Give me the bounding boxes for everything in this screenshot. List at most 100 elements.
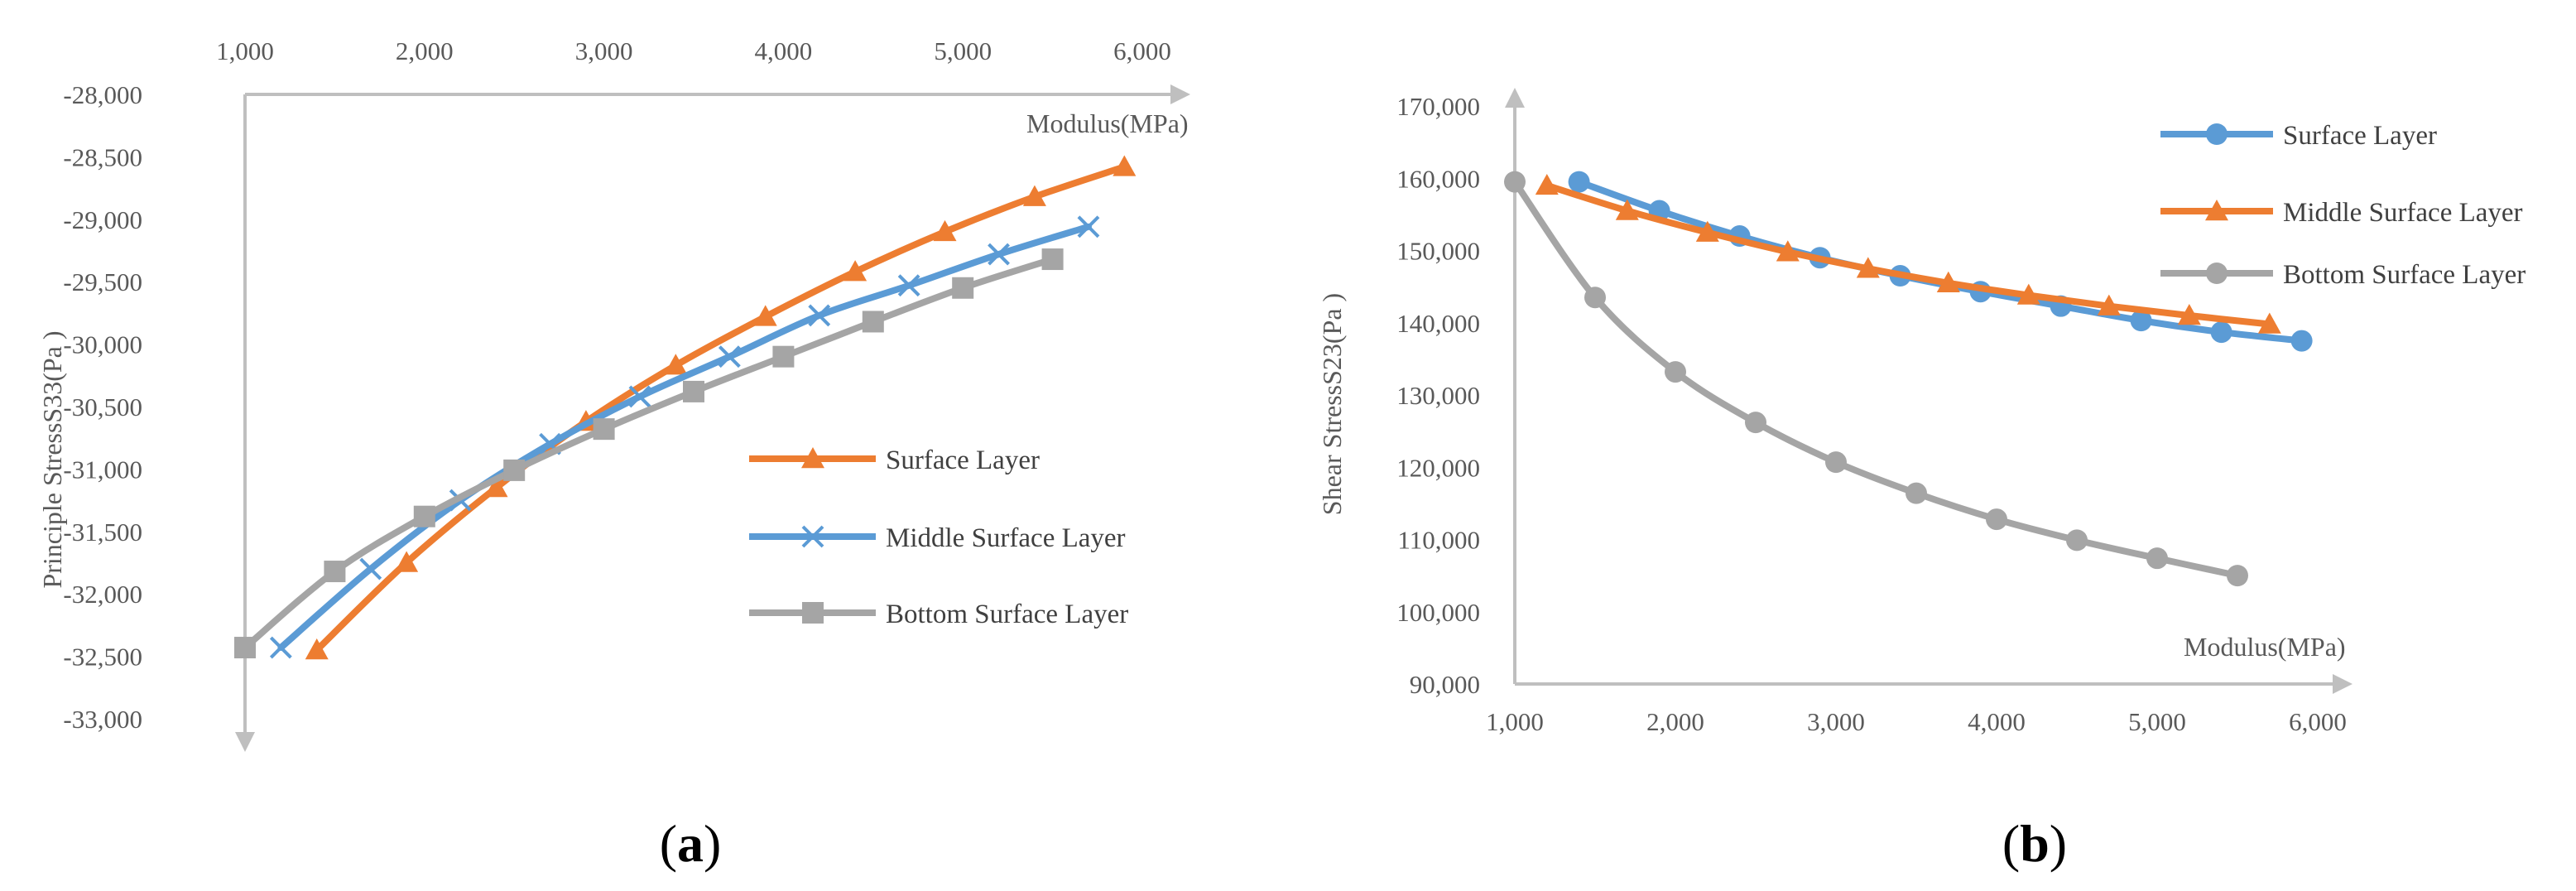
legend-label-bottom: Bottom Surface Layer	[886, 600, 1128, 629]
chart-a-data-point	[324, 561, 346, 583]
chart-b-y-ticks: 90,000 100,000 110,000 120,000 130,000 140,00…	[1396, 92, 1480, 699]
chart-a-data-point	[503, 459, 526, 481]
chart-b-data-point	[2066, 529, 2088, 551]
chart-a-data-point	[843, 260, 867, 282]
panel-label-a-open: (	[660, 814, 677, 873]
chart-b-data-point	[1936, 271, 1960, 292]
chart-b-x-tick-label: 3,000	[1807, 707, 1865, 736]
chart-a-data-point	[718, 345, 741, 368]
chart-a-data-point	[683, 380, 704, 402]
chart-b-legend-marker	[2206, 262, 2228, 284]
chart-a-y-tick-label: -29,500	[63, 267, 142, 296]
chart-b-data-point	[2016, 283, 2040, 305]
chart-b-series-1	[1535, 173, 2281, 334]
chart-a-data-point	[1113, 155, 1137, 176]
chart-a-x-axis-title: Modulus(MPa)	[1026, 108, 1189, 138]
panel-label-b-letter: b	[2020, 814, 2050, 873]
chart-b-data-point	[1584, 287, 1606, 309]
chart-b-y-tick-label: 170,000	[1396, 92, 1480, 121]
chart-a-y-tick-label: -28,000	[63, 80, 142, 109]
chart-b-legend: Surface Layer Middle Surface Layer Botto…	[2160, 121, 2526, 290]
chart-b-x-ticks: 1,000 2,000 3,000 4,000 5,000 6,000	[1486, 707, 2347, 736]
chart-a-series-line	[313, 163, 1128, 654]
chart-a-data-point	[484, 476, 508, 498]
chart-a-data-point	[1041, 248, 1064, 271]
chart-b-data-point	[1906, 482, 1927, 504]
panel-label-a: (a)	[660, 814, 722, 873]
chart-b-y-tick-label: 120,000	[1396, 453, 1480, 482]
chart-a-data-point	[628, 385, 651, 408]
chart-b-x-tick-label: 6,000	[2289, 707, 2347, 736]
chart-a-data-point	[862, 311, 884, 333]
chart-b-data-point	[2227, 565, 2248, 587]
chart-b-legend-marker	[2206, 123, 2228, 145]
chart-b-y-tick-label: 150,000	[1396, 237, 1480, 266]
chart-b-data-point	[2130, 310, 2152, 332]
chart-b-y-tick-label: 130,000	[1396, 381, 1480, 410]
chart-a-x-ticks: 1,000 2,000 3,000 4,000 5,000 6,000	[216, 36, 1171, 65]
chart-a-series-2	[234, 248, 1064, 659]
panel-label-b-open: (	[2002, 814, 2020, 873]
chart-b-series-0	[1568, 171, 2313, 352]
chart-b-data-point	[1695, 220, 1719, 242]
chart-b-x-tick-label: 1,000	[1486, 707, 1544, 736]
chart-b-legend-marker	[2205, 200, 2228, 221]
chart-b-x-tick-label: 2,000	[1646, 707, 1704, 736]
chart-b-y-tick-label: 100,000	[1396, 598, 1480, 627]
chart-a-principle-stress: 1,000 2,000 3,000 4,000 5,000 6,000 -28,000-2…	[37, 36, 1190, 752]
chart-a-series-0	[305, 155, 1137, 660]
chart-a-series-line	[242, 256, 1056, 652]
chart-a-series	[234, 155, 1137, 660]
chart-a-x-tick-label: 2,000	[396, 36, 454, 65]
chart-a-data-point	[395, 551, 419, 572]
chart-a-data-point	[234, 637, 256, 659]
panel-label-a-letter: a	[677, 814, 704, 873]
chart-a-x-tick-label: 4,000	[755, 36, 813, 65]
chart-b-data-point	[2097, 294, 2121, 315]
chart-b-data-point	[2210, 321, 2232, 344]
chart-a-y-tick-label: -28,500	[63, 142, 142, 171]
chart-b-series-line	[1511, 178, 2241, 580]
chart-b-data-point	[1615, 199, 1639, 220]
chart-b-data-point	[1568, 171, 1590, 193]
chart-b-data-point	[1856, 257, 1880, 278]
chart-a-data-point	[753, 305, 777, 326]
chart-a-data-point	[897, 274, 920, 297]
chart-b-data-point	[1665, 361, 1686, 383]
chart-a-data-point	[359, 557, 382, 580]
chart-b-y-tick-label: 160,000	[1396, 164, 1480, 193]
chart-b-series	[1504, 171, 2313, 587]
chart-b-y-axis-title: Shear StressS23(Pa )	[1317, 293, 1347, 515]
chart-b-axes	[1505, 88, 2353, 694]
chart-a-data-point	[988, 243, 1010, 266]
legend-label-surface: Surface Layer	[886, 446, 1040, 475]
chart-a-x-tick-label: 1,000	[216, 36, 274, 65]
legend-label-surface: Surface Layer	[2283, 121, 2437, 151]
chart-a-x-tick-label: 6,000	[1113, 36, 1171, 65]
legend-label-middle: Middle Surface Layer	[886, 523, 1126, 553]
chart-a-legend: Surface Layer Middle Surface Layer Botto…	[749, 446, 1128, 629]
chart-b-data-point	[1745, 412, 1766, 434]
chart-a-legend-markers	[801, 447, 824, 624]
legend-label-middle: Middle Surface Layer	[2283, 198, 2523, 228]
chart-b-x-axis-title: Modulus(MPa)	[2184, 632, 2346, 662]
chart-b-data-point	[2177, 304, 2201, 325]
chart-b-y-tick-label: 140,000	[1396, 309, 1480, 338]
chart-a-data-point	[952, 277, 974, 299]
chart-a-y-tick-label: -31,000	[63, 455, 142, 484]
chart-a-legend-marker	[802, 602, 824, 624]
chart-b-data-point	[1535, 173, 1559, 195]
chart-a-legend-marker	[801, 525, 824, 548]
chart-a-x-tick-label: 3,000	[575, 36, 633, 65]
chart-a-y-tick-label: -30,500	[63, 393, 142, 421]
chart-a-data-point	[305, 638, 329, 660]
chart-a-y-tick-label: -31,500	[63, 518, 142, 547]
chart-a-data-point	[1022, 185, 1046, 206]
chart-b-y-tick-label: 90,000	[1410, 670, 1480, 699]
chart-a-axes	[235, 84, 1190, 752]
chart-b-x-tick-label: 4,000	[1968, 707, 2026, 736]
chart-a-y-tick-label: -33,000	[63, 705, 142, 734]
chart-a-y-ticks: -28,000 -28,500 -29,000 -29,500 -30,000 -30,5…	[63, 80, 142, 734]
panel-label-b-close: )	[2050, 814, 2067, 873]
